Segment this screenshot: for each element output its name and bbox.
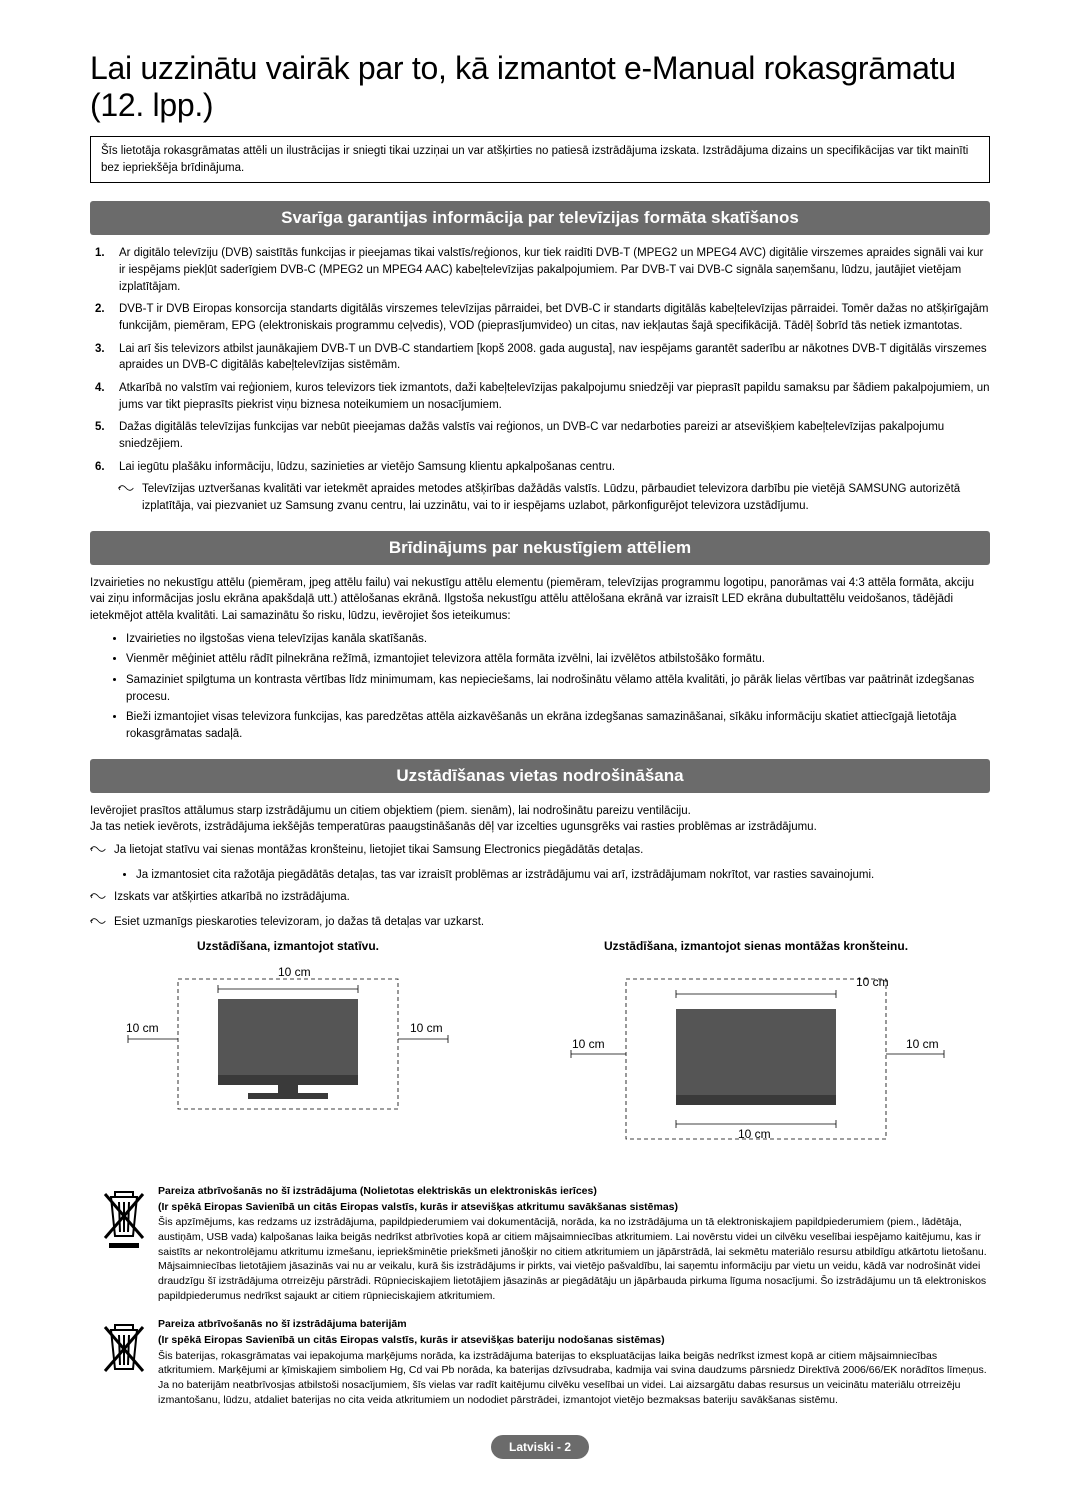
- warranty-item: Dažas digitālās televīzijas funkcijas va…: [95, 419, 990, 452]
- still-section: Brīdinājums par nekustīgiem attēliem Izv…: [90, 531, 990, 743]
- still-bullet: Izvairieties no ilgstošas viena televīzi…: [126, 631, 990, 648]
- note-icon: [118, 481, 134, 514]
- warranty-item: DVB-T ir DVB Eiropas konsorcija standart…: [95, 301, 990, 334]
- install-col1-title: Uzstādīšana, izmantojot statīvu.: [90, 939, 486, 953]
- warranty-section: Svarīga garantijas informācija par telev…: [90, 201, 990, 514]
- meas-right: 10 cm: [410, 1021, 443, 1035]
- stand-diagram: 10 cm 10 cm 10 cm: [118, 969, 458, 1124]
- warranty-item: Lai iegūtu plašāku informāciju, lūdzu, s…: [95, 459, 990, 476]
- still-intro: Izvairieties no nekustīgu attēlu (piemēr…: [90, 575, 990, 625]
- disposal-battery: Pareiza atbrīvošanās no šī izstrādājuma …: [90, 1317, 990, 1407]
- install-note1-text: Ja lietojat statīvu vai sienas montāžas …: [114, 842, 990, 861]
- install-note3-text: Esiet uzmanīgs pieskaroties televizoram,…: [114, 914, 990, 933]
- install-col2-title: Uzstādīšana, izmantojot sienas montāžas …: [522, 939, 990, 953]
- install-para1: Ievērojiet prasītos attālumus starp izst…: [90, 803, 990, 820]
- install-note1-sub: Ja izmantosiet cita ražotāja piegādātās …: [136, 867, 990, 884]
- meas-right: 10 cm: [906, 1037, 939, 1051]
- note-icon: [90, 889, 106, 908]
- meas-top: 10 cm: [856, 975, 889, 989]
- meas-left: 10 cm: [126, 1021, 159, 1035]
- still-header: Brīdinājums par nekustīgiem attēliem: [90, 531, 990, 565]
- footer-pill: Latviski - 2: [491, 1435, 589, 1459]
- meas-top: 10 cm: [278, 965, 311, 979]
- page-title: Lai uzzinātu vairāk par to, kā izmantot …: [90, 50, 990, 124]
- note-icon: [90, 842, 106, 861]
- install-note2-text: Izskats var atšķirties atkarībā no izstr…: [114, 889, 990, 908]
- footer: Latviski - 2: [90, 1435, 990, 1459]
- warranty-note: Televīzijas uztveršanas kvalitāti var ie…: [118, 481, 990, 514]
- warranty-note-text: Televīzijas uztveršanas kvalitāti var ie…: [142, 481, 990, 514]
- install-para2: Ja tas netiek ievērots, izstrādājuma iek…: [90, 819, 990, 836]
- disposal1-text: Pareiza atbrīvošanās no šī izstrādājuma …: [158, 1184, 990, 1304]
- warranty-item: Ar digitālo televīziju (DVB) saistītās f…: [95, 245, 990, 295]
- still-bullet: Bieži izmantojiet visas televizora funkc…: [126, 709, 990, 742]
- install-diagrams-row: Uzstādīšana, izmantojot statīvu. 10: [90, 939, 990, 1154]
- disposal-weee: Pareiza atbrīvošanās no šī izstrādājuma …: [90, 1184, 990, 1304]
- disposal2-subtitle: (Ir spēkā Eiropas Savienībā un citās Eir…: [158, 1333, 990, 1348]
- weee-icon: [90, 1184, 158, 1304]
- still-bullet: Samaziniet spilgtuma un kontrasta vērtīb…: [126, 672, 990, 705]
- still-bullet: Vienmēr mēģiniet attēlu rādīt pilnekrāna…: [126, 651, 990, 668]
- note-icon: [90, 914, 106, 933]
- disposal2-text: Pareiza atbrīvošanās no šī izstrādājuma …: [158, 1317, 990, 1407]
- meas-bottom: 10 cm: [738, 1127, 771, 1141]
- install-note2: Izskats var atšķirties atkarībā no izstr…: [90, 889, 990, 908]
- disposal1-title: Pareiza atbrīvošanās no šī izstrādājuma …: [158, 1184, 990, 1199]
- meas-left: 10 cm: [572, 1037, 605, 1051]
- install-col-wall: Uzstādīšana, izmantojot sienas montāžas …: [522, 939, 990, 1154]
- warranty-item: Atkarībā no valstīm vai reģioniem, kuros…: [95, 380, 990, 413]
- install-header: Uzstādīšanas vietas nodrošināšana: [90, 759, 990, 793]
- install-note1: Ja lietojat statīvu vai sienas montāžas …: [90, 842, 990, 861]
- disposal1-body: Šis apzīmējums, kas redzams uz izstrādāj…: [158, 1215, 990, 1303]
- still-bullets: Izvairieties no ilgstošas viena televīzi…: [90, 631, 990, 743]
- warranty-list: Ar digitālo televīziju (DVB) saistītās f…: [90, 245, 990, 475]
- warranty-item: Lai arī šis televizors atbilst jaunākaji…: [95, 341, 990, 374]
- warranty-header: Svarīga garantijas informācija par telev…: [90, 201, 990, 235]
- battery-icon: [90, 1317, 158, 1407]
- disposal2-body: Šis baterijas, rokasgrāmatas vai iepakoj…: [158, 1349, 990, 1408]
- install-note1-sub-list: Ja izmantosiet cita ražotāja piegādātās …: [90, 867, 990, 884]
- wall-diagram: 10 cm 10 cm 10 cm 10 cm: [556, 969, 956, 1154]
- install-section: Uzstādīšanas vietas nodrošināšana Ievēro…: [90, 759, 990, 1154]
- install-note3: Esiet uzmanīgs pieskaroties televizoram,…: [90, 914, 990, 933]
- intro-box: Šīs lietotāja rokasgrāmatas attēli un il…: [90, 136, 990, 183]
- install-col-stand: Uzstādīšana, izmantojot statīvu. 10: [90, 939, 486, 1154]
- disposal2-title: Pareiza atbrīvošanās no šī izstrādājuma …: [158, 1317, 990, 1332]
- disposal1-subtitle: (Ir spēkā Eiropas Savienībā un citās Eir…: [158, 1200, 990, 1215]
